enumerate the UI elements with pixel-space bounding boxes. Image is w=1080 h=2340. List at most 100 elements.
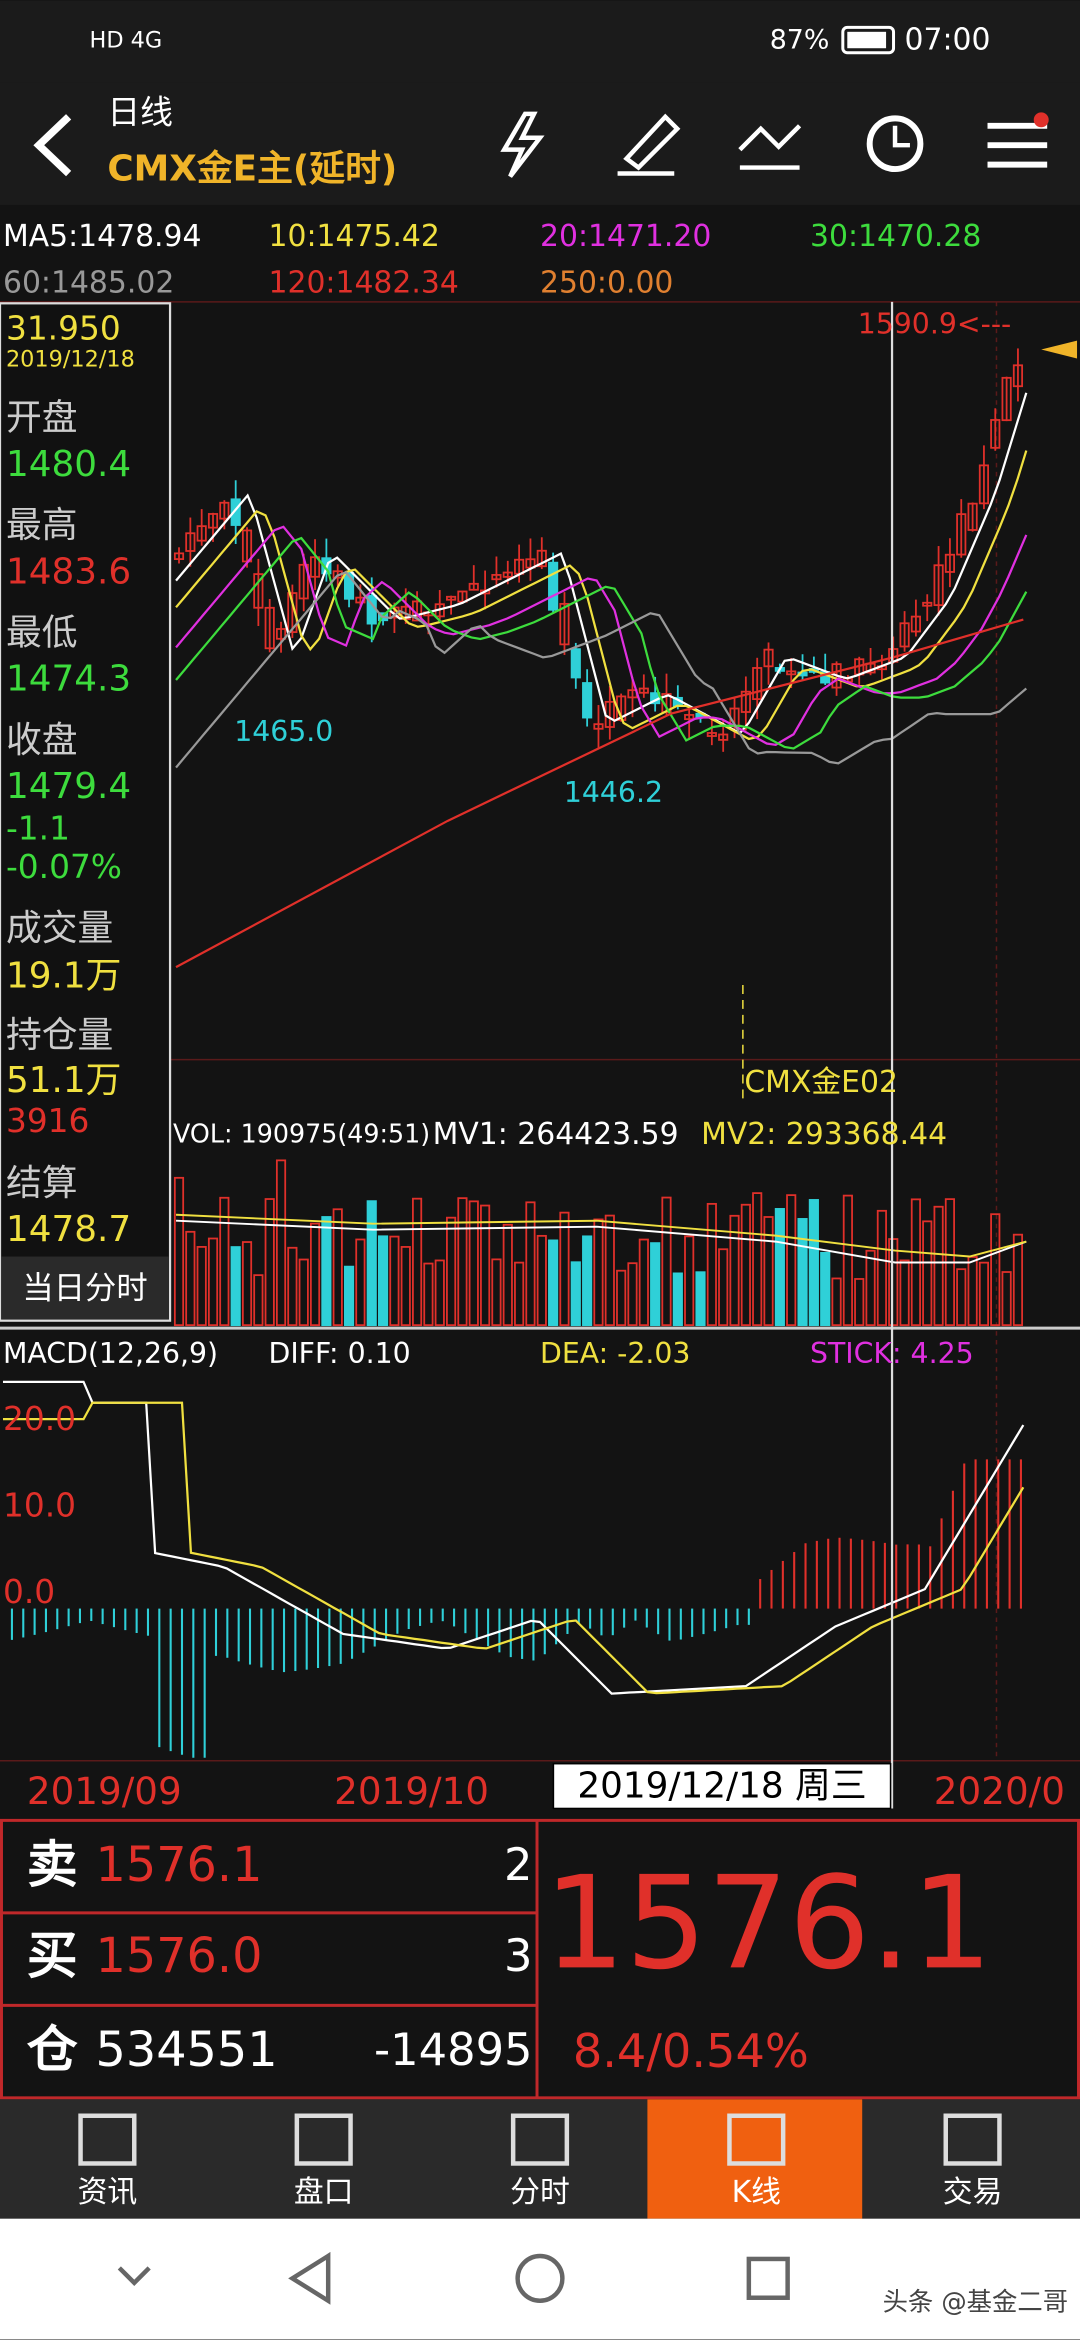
vol-label: VOL: 190975(49:51) <box>173 1119 430 1149</box>
volume-bar <box>219 1196 230 1327</box>
buy-qty: 3 <box>504 1929 532 1982</box>
instrument: CMX金E主(延时) <box>107 148 397 190</box>
candle-body <box>446 595 457 601</box>
flash-icon[interactable] <box>500 111 545 178</box>
battery-level <box>847 31 887 49</box>
candle-body <box>309 556 321 578</box>
volume-bar <box>808 1199 819 1327</box>
nav-recent[interactable] <box>746 2256 790 2300</box>
volume-bar <box>774 1208 785 1327</box>
candle-body <box>343 571 355 600</box>
price-pointer <box>1041 340 1078 359</box>
nav-down[interactable] <box>117 2266 151 2286</box>
macd-line <box>2 1380 1025 1695</box>
info-items: 开盘 1480.4 最高 1483.6 最低 1474.3 收盘 1479.4 <box>6 398 131 807</box>
info-label: 开盘 <box>6 398 78 439</box>
tab-icon[interactable] <box>727 2113 786 2166</box>
contract-label: CMX金E02 <box>744 1065 898 1100</box>
draw-icon[interactable] <box>617 113 681 176</box>
candle-body <box>548 561 559 611</box>
battery-icon <box>841 25 896 55</box>
info-value: 1480.4 <box>6 444 131 485</box>
clock-icon[interactable] <box>866 115 924 173</box>
tab-icon[interactable] <box>943 2113 1002 2166</box>
ma-line <box>175 618 1024 969</box>
candle-body <box>536 549 547 568</box>
tab-bar <box>0 2099 1080 2219</box>
info-change: -1.1 <box>6 809 70 847</box>
ma30: 30:1470.28 <box>810 219 981 254</box>
info-value: 1478.7 <box>6 1209 131 1250</box>
candle-body <box>207 513 219 529</box>
network: HD 4G <box>90 27 163 53</box>
volume-bar <box>672 1272 683 1327</box>
volume-bar <box>525 1201 536 1327</box>
volume-bar <box>638 1238 649 1327</box>
candle-body <box>355 596 366 604</box>
battery: 87% <box>770 24 830 55</box>
tab-icon[interactable] <box>78 2113 137 2166</box>
info-price: 31.950 <box>6 310 121 348</box>
back-button[interactable] <box>33 114 72 177</box>
ma-line <box>175 450 1028 741</box>
candle-body <box>978 464 990 505</box>
tab-icon[interactable] <box>510 2113 570 2166</box>
volume-bar <box>389 1235 400 1327</box>
indicator-icon[interactable] <box>738 124 802 170</box>
volume-bar <box>582 1235 593 1327</box>
volume-bar <box>570 1261 581 1327</box>
volume-bar <box>264 1198 275 1327</box>
candle-body <box>956 513 967 556</box>
candle-body <box>990 419 1001 449</box>
oi-label: 仓 <box>27 2020 78 2079</box>
sell-qty: 2 <box>504 1838 532 1891</box>
candle-body <box>786 670 797 676</box>
status-bar <box>0 0 1080 83</box>
volume-bar <box>956 1268 967 1327</box>
info-label: 收盘 <box>6 720 78 761</box>
low-label: 1465.0 <box>234 715 333 748</box>
info-panel <box>0 302 172 1322</box>
ma-line <box>175 392 1028 735</box>
volume-bar <box>1001 1271 1012 1327</box>
volume-bar <box>480 1204 491 1327</box>
volume-bar <box>729 1214 740 1327</box>
volume-bar <box>831 1277 842 1327</box>
volume-bar <box>514 1261 525 1327</box>
volume-bar <box>230 1246 241 1327</box>
tab-label: K线 <box>732 2175 781 2210</box>
info-value: 1479.4 <box>6 766 131 807</box>
volume-bar <box>740 1203 751 1327</box>
candle-body <box>173 552 185 560</box>
period: 日线 <box>107 93 173 131</box>
candle-body <box>253 573 264 609</box>
candle-body <box>1012 364 1024 388</box>
intraday-button[interactable] <box>1 1256 169 1320</box>
candle-body <box>899 622 910 648</box>
info-label: 结算 <box>6 1163 78 1204</box>
volume-bar <box>502 1223 513 1327</box>
tab-label: 盘口 <box>294 2175 354 2210</box>
macd-axis-label: 0.0 <box>3 1573 55 1611</box>
ma5: MA5:1478.94 <box>3 219 202 254</box>
candle-body <box>219 501 230 520</box>
tab-label: 分时 <box>510 2175 570 2210</box>
menu-badge <box>1033 112 1049 128</box>
nav-home[interactable] <box>515 2253 565 2303</box>
macd-axis-label: 10.0 <box>3 1487 76 1525</box>
nav-back[interactable] <box>288 2251 331 2305</box>
volume-bar <box>378 1235 389 1327</box>
volume-bar <box>842 1194 853 1327</box>
volume-bar <box>604 1214 615 1327</box>
macd-dea: DEA: -2.03 <box>540 1337 690 1370</box>
tab-icon[interactable] <box>294 2113 353 2166</box>
candle-body <box>967 502 978 531</box>
plot <box>2 348 1028 1758</box>
oi-value: 534551 <box>95 2023 277 2078</box>
candle-body <box>684 714 695 721</box>
info-label: 最高 <box>6 505 78 546</box>
volume-bar <box>548 1239 559 1327</box>
high-label: 1590.9<--- <box>858 308 1012 341</box>
candle-body <box>718 733 729 741</box>
volume-bar <box>423 1262 434 1327</box>
